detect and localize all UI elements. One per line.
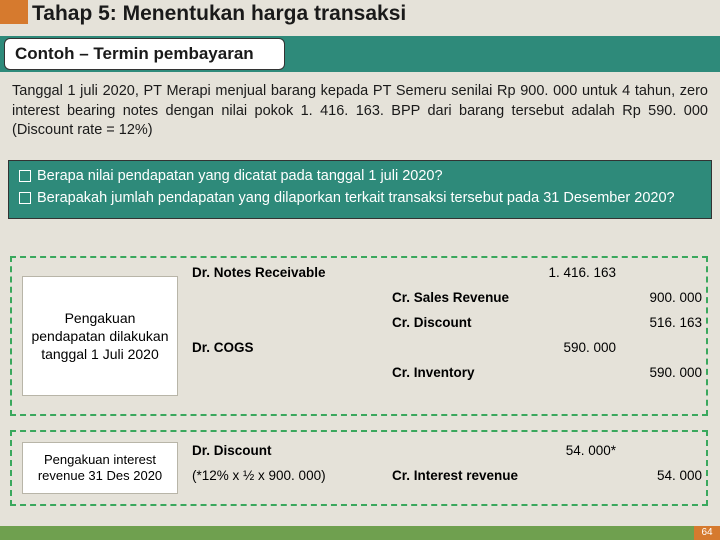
amt-inventory: 590. 000 — [622, 365, 702, 380]
accent-block — [0, 0, 28, 24]
question-1-text: Berapa nilai pendapatan yang dicatat pad… — [37, 168, 443, 184]
amt-dr-discount: 54. 000* — [542, 443, 622, 458]
table-row: Cr. Inventory 590. 000 — [192, 360, 706, 385]
page-number: 64 — [694, 526, 720, 540]
journal-entries-2: Dr. Discount 54. 000* (*12% x ½ x 900. 0… — [192, 438, 706, 488]
checkbox-icon — [19, 170, 31, 182]
question-1: Berapa nilai pendapatan yang dicatat pad… — [19, 167, 701, 187]
cr-inventory-label: Cr. Inventory — [382, 365, 542, 380]
cr-interest-label: Cr. Interest revenue — [382, 468, 542, 483]
table-row: Dr. Discount 54. 000* — [192, 438, 706, 463]
page-title: Tahap 5: Menentukan harga transaksi — [32, 2, 406, 26]
footer-bar — [0, 526, 720, 540]
table-row: Cr. Sales Revenue 900. 000 — [192, 285, 706, 310]
question-2: Berapakah jumlah pendapatan yang dilapor… — [19, 189, 701, 209]
dr-discount-label: Dr. Discount — [192, 443, 382, 458]
question-2-text: Berapakah jumlah pendapatan yang dilapor… — [37, 190, 675, 206]
table-row: Cr. Discount 516. 163 — [192, 310, 706, 335]
subtitle-pill: Contoh – Termin pembayaran — [4, 38, 285, 70]
dr-cogs-label: Dr. COGS — [192, 340, 382, 355]
amt-discount: 516. 163 — [622, 315, 702, 330]
body-paragraph: Tanggal 1 juli 2020, PT Merapi menjual b… — [12, 82, 708, 141]
amt-interest: 54. 000 — [622, 468, 702, 483]
journal-entries-1: Dr. Notes Receivable 1. 416. 163 Cr. Sal… — [192, 260, 706, 385]
entry-label-1: Pengakuan pendapatan dilakukan tanggal 1… — [22, 276, 178, 396]
question-box: Berapa nilai pendapatan yang dicatat pad… — [8, 160, 712, 219]
table-row: Dr. COGS 590. 000 — [192, 335, 706, 360]
amt-sales: 900. 000 — [622, 290, 702, 305]
dr-notes-label: Dr. Notes Receivable — [192, 265, 382, 280]
amt-cogs: 590. 000 — [542, 340, 622, 355]
table-row: Dr. Notes Receivable 1. 416. 163 — [192, 260, 706, 285]
checkbox-icon — [19, 192, 31, 204]
calc-note: (*12% x ½ x 900. 000) — [192, 468, 382, 483]
cr-discount-label: Cr. Discount — [382, 315, 542, 330]
entry-label-2: Pengakuan interest revenue 31 Des 2020 — [22, 442, 178, 494]
amt-notes: 1. 416. 163 — [542, 265, 622, 280]
cr-sales-label: Cr. Sales Revenue — [382, 290, 542, 305]
subtitle-bar: Contoh – Termin pembayaran — [0, 36, 720, 72]
table-row: (*12% x ½ x 900. 000) Cr. Interest reven… — [192, 463, 706, 488]
